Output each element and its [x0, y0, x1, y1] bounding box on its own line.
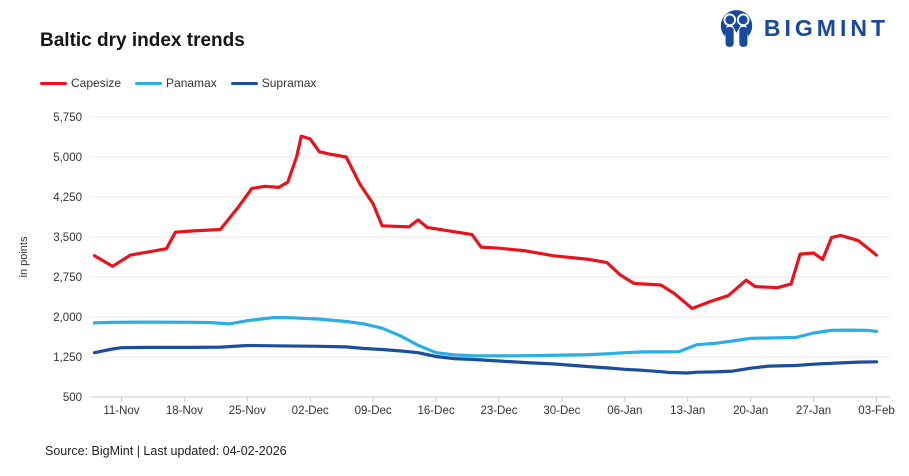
x-axis-tick-label: 06-Jan	[607, 405, 642, 417]
legend-item-supramax[interactable]: Supramax	[230, 76, 317, 90]
page-title: Baltic dry index trends	[40, 30, 245, 51]
x-axis-tick-label: 25-Nov	[229, 405, 266, 417]
x-axis-tick-label: 27-Jan	[796, 405, 831, 417]
chart-legend: Capesize Panamax Supramax	[40, 76, 316, 90]
y-axis-tick-label: 5,750	[53, 112, 82, 124]
bigmint-logo-icon	[718, 9, 755, 48]
supramax-line-swatch-icon	[230, 81, 258, 85]
legend-label-capesize: Capesize	[71, 76, 122, 90]
legend-label-supramax: Supramax	[261, 76, 317, 90]
x-axis-tick-label: 09-Dec	[355, 405, 392, 417]
y-axis-tick-label: 1,250	[53, 352, 82, 364]
y-axis-tick-label: 3,500	[53, 232, 82, 244]
legend-item-capesize[interactable]: Capesize	[40, 76, 121, 90]
supramax-line	[92, 343, 879, 375]
legend-item-panamax[interactable]: Panamax	[135, 76, 217, 90]
capesize-line-swatch-icon	[40, 81, 67, 85]
y-axis-tick-label: 2,000	[53, 312, 82, 324]
bigmint-logo: BIGMINT	[718, 9, 889, 48]
y-axis-title: in points	[18, 236, 30, 277]
x-axis-tick-label: 13-Jan	[670, 405, 705, 417]
x-axis-tick-label: 11-Nov	[103, 405, 139, 417]
y-axis-tick-label: 5,000	[53, 152, 82, 164]
capesize-line	[92, 134, 879, 311]
legend-label-panamax: Panamax	[166, 76, 217, 90]
y-axis-tick-label: 4,250	[53, 192, 82, 204]
panamax-line	[92, 315, 879, 358]
source-text: Source: BigMint | Last updated: 04-02-20…	[45, 444, 287, 458]
x-axis-tick-label: 18-Nov	[166, 405, 203, 417]
bigmint-logo-text: BIGMINT	[763, 15, 889, 41]
y-axis-tick-label: 500	[63, 392, 82, 404]
x-axis-tick-label: 02-Dec	[292, 405, 329, 417]
x-axis-tick-label: 20-Jan	[733, 405, 768, 417]
x-axis-tick-label: 16-Dec	[418, 405, 455, 417]
panamax-line-swatch-icon	[135, 81, 163, 85]
x-axis-tick-label: 30-Dec	[543, 405, 580, 417]
x-axis-tick-label: 03-Feb	[858, 405, 894, 417]
y-axis-tick-label: 2,750	[53, 272, 82, 284]
x-axis-tick-label: 23-Dec	[480, 405, 517, 417]
